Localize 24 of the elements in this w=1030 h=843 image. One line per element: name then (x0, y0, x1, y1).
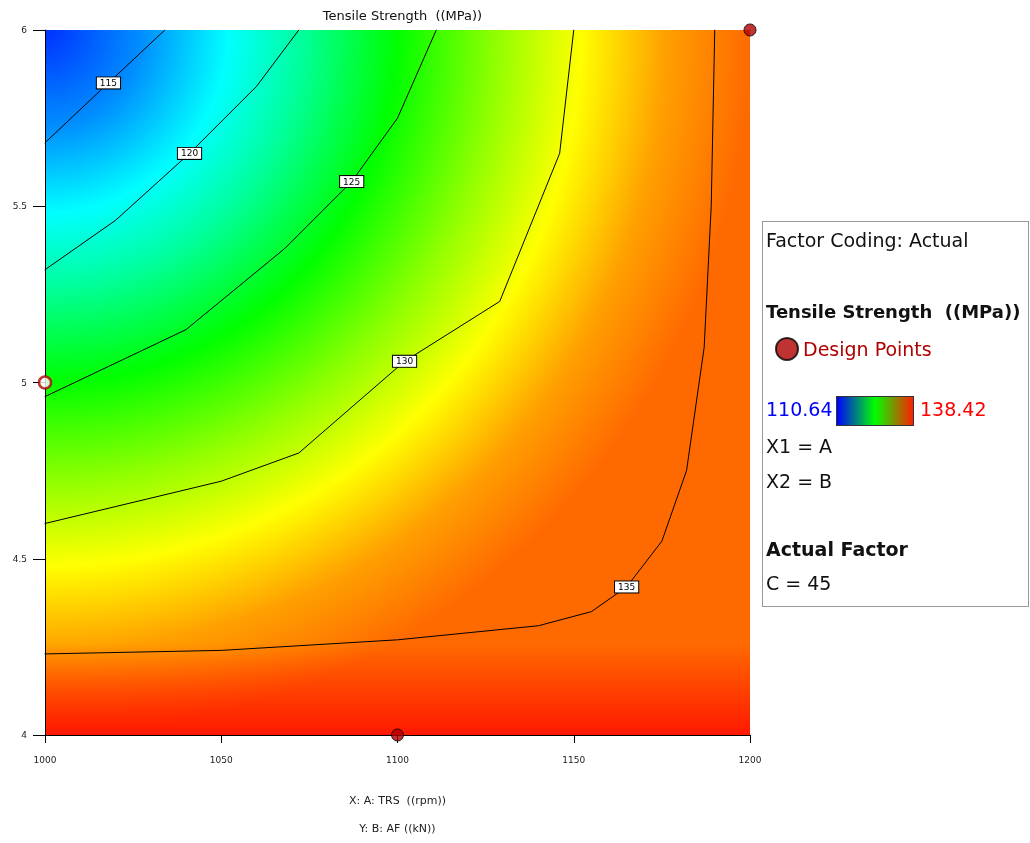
x-tick-label: 1050 (209, 754, 233, 765)
text: 138.42 (920, 398, 987, 420)
point (743, 23, 757, 37)
text: X1 = A (766, 435, 833, 457)
text: C = 45 (766, 572, 832, 594)
x-tick-label: 1000 (33, 754, 57, 765)
y-tick-label: 5.5 (12, 201, 27, 212)
text: Y: B: AF ((kN)) (358, 822, 437, 835)
chart-title: Tensile Strength ((MPa)) (321, 8, 483, 23)
legend-title: Tensile Strength ((MPa)) (766, 300, 1021, 322)
text: Actual Factor (766, 538, 908, 560)
legend-label: Design Points (803, 338, 932, 360)
text: 110.64 (766, 398, 833, 420)
y-tick-label: 6 (21, 25, 28, 35)
x-tick-label: 1150 (562, 754, 586, 765)
x-axis-title: X: A: TRS ((rpm)) (349, 794, 446, 807)
y-tick-label: 4 (21, 730, 28, 740)
text: Factor Coding: Actual (766, 229, 969, 251)
x-tick-label: 1200 (738, 754, 762, 765)
y-tick-label: 5 (21, 377, 27, 388)
text: X2 = B (766, 470, 833, 492)
y-tick-label: 4.5 (12, 553, 27, 564)
point (391, 728, 404, 742)
x-tick-label: 1100 (386, 754, 410, 765)
